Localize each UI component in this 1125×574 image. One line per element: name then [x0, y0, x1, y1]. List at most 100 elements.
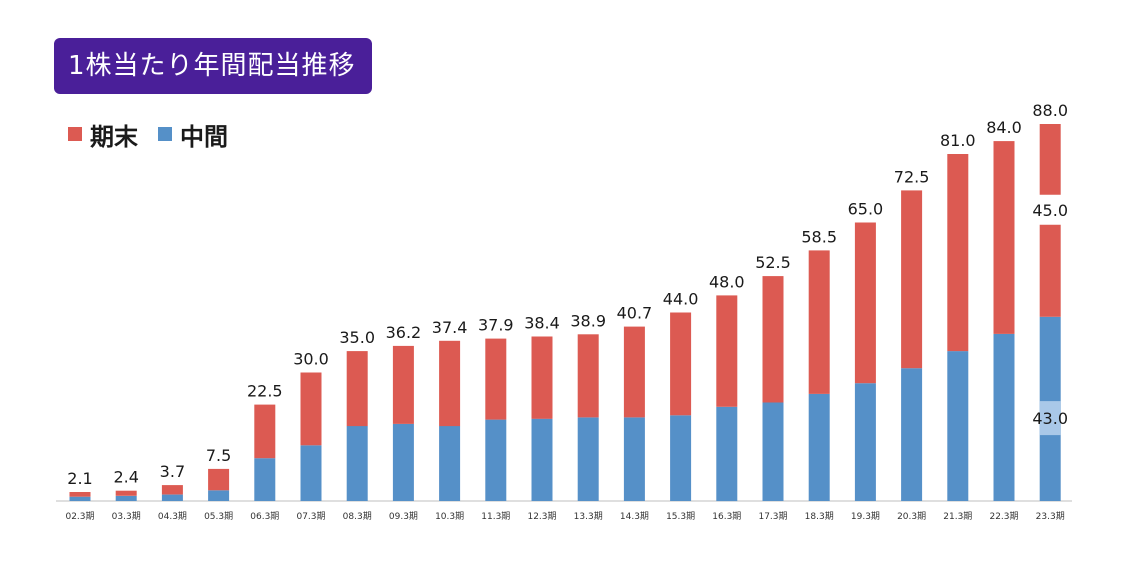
bar-segment-interim-2 [161, 494, 183, 501]
x-tick-label-10: 12.3期 [527, 511, 556, 522]
bar-segment-interim-8 [439, 426, 461, 501]
legend-label-interim: 中間 [180, 122, 228, 151]
total-label-0: 2.1 [67, 469, 92, 488]
bar-segment-interim-20 [993, 333, 1015, 501]
total-label-8: 37.4 [432, 318, 468, 337]
total-label-13: 44.0 [663, 290, 699, 309]
bar-segment-interim-7 [392, 423, 414, 501]
chart-title: 1株当たり年間配当推移 [54, 38, 372, 94]
x-tick-label-16: 18.3期 [805, 511, 834, 522]
x-tick-label-1: 03.3期 [112, 511, 141, 522]
x-tick-label-0: 02.3期 [65, 511, 94, 522]
bar-segment-period-end-16 [808, 250, 830, 394]
bar-segment-interim-19 [947, 351, 969, 501]
bar-segment-period-end-14 [716, 295, 738, 407]
legend-swatch-period-end [68, 127, 82, 141]
bar-segment-period-end-19 [947, 154, 969, 352]
total-label-7: 36.2 [386, 323, 422, 342]
x-tick-label-14: 16.3期 [712, 511, 741, 522]
x-tick-label-12: 14.3期 [620, 511, 649, 522]
bar-segment-period-end-12 [623, 326, 645, 418]
total-label-12: 40.7 [617, 304, 653, 323]
period-end-label-gap [1038, 194, 1062, 225]
bar-segment-period-end-13 [670, 312, 692, 416]
bar-segment-interim-0 [69, 496, 91, 501]
total-label-18: 72.5 [894, 167, 930, 186]
bar-segment-period-end-11 [577, 334, 599, 418]
bar-segment-period-end-6 [346, 351, 368, 427]
bar-segment-interim-12 [623, 417, 645, 501]
x-tick-label-20: 22.3期 [989, 511, 1018, 522]
total-label-5: 30.0 [293, 350, 329, 369]
x-tick-label-18: 20.3期 [897, 511, 926, 522]
x-tick-label-7: 09.3期 [389, 511, 418, 522]
bar-segment-period-end-3 [208, 468, 230, 491]
bar-segment-period-end-1 [115, 490, 137, 496]
x-tick-label-9: 11.3期 [481, 511, 510, 522]
legend-swatch-interim [158, 127, 172, 141]
total-label-4: 22.5 [247, 382, 283, 401]
bar-segment-period-end-18 [901, 190, 923, 369]
legend: 期末 中間 [68, 116, 248, 152]
bar-segment-interim-5 [300, 445, 322, 501]
legend-item-interim: 中間 [158, 117, 228, 152]
total-label-6: 35.0 [339, 328, 375, 347]
bar-segment-interim-14 [716, 406, 738, 502]
x-tick-label-17: 19.3期 [851, 511, 880, 522]
x-tick-label-8: 10.3期 [435, 511, 464, 522]
bar-segment-interim-3 [208, 490, 230, 501]
bar-segment-interim-4 [254, 458, 276, 501]
bar-segment-period-end-15 [762, 276, 784, 403]
total-label-2: 3.7 [160, 462, 185, 481]
total-label-10: 38.4 [524, 314, 560, 333]
last-bar-period-end-label: 45.0 [1032, 201, 1068, 220]
bar-segment-interim-13 [670, 415, 692, 501]
legend-item-period-end: 期末 [68, 117, 138, 152]
bar-segment-interim-18 [901, 368, 923, 501]
x-tick-label-19: 21.3期 [943, 511, 972, 522]
bar-segment-interim-11 [577, 417, 599, 501]
x-tick-label-15: 17.3期 [758, 511, 787, 522]
last-bar-interim-label: 43.0 [1032, 409, 1068, 428]
bar-segment-period-end-2 [161, 485, 183, 495]
bar-segment-interim-6 [346, 426, 368, 501]
x-tick-label-5: 07.3期 [296, 511, 325, 522]
bar-segment-period-end-20 [993, 141, 1015, 334]
bar-segment-interim-16 [808, 393, 830, 501]
bar-segment-period-end-7 [392, 345, 414, 424]
x-tick-label-21: 23.3期 [1036, 511, 1065, 522]
x-tick-label-13: 15.3期 [666, 511, 695, 522]
bar-segment-interim-9 [485, 419, 507, 501]
total-label-11: 38.9 [570, 311, 606, 330]
bar-segment-interim-17 [854, 383, 876, 501]
bar-segment-period-end-5 [300, 372, 322, 446]
bar-segment-period-end-4 [254, 404, 276, 459]
x-tick-label-4: 06.3期 [250, 511, 279, 522]
total-label-15: 52.5 [755, 253, 791, 272]
x-tick-label-11: 13.3期 [574, 511, 603, 522]
total-label-17: 65.0 [848, 200, 884, 219]
x-tick-label-3: 05.3期 [204, 511, 233, 522]
x-tick-label-2: 04.3期 [158, 511, 187, 522]
x-tick-label-6: 08.3期 [343, 511, 372, 522]
total-label-16: 58.5 [801, 227, 837, 246]
legend-label-period-end: 期末 [90, 122, 138, 151]
total-label-3: 7.5 [206, 446, 231, 465]
bar-segment-interim-1 [115, 495, 137, 501]
total-label-20: 84.0 [986, 118, 1022, 137]
total-label-9: 37.9 [478, 316, 514, 335]
total-label-14: 48.0 [709, 272, 745, 291]
total-label-19: 81.0 [940, 131, 976, 150]
total-label-21: 88.0 [1032, 101, 1068, 120]
bar-segment-period-end-8 [439, 340, 461, 427]
bar-segment-period-end-9 [485, 338, 507, 420]
bar-segment-period-end-0 [69, 492, 91, 497]
bar-segment-period-end-10 [531, 336, 553, 419]
bar-segment-period-end-17 [854, 222, 876, 384]
interim-label-highlight [1039, 401, 1061, 436]
bar-segment-interim-10 [531, 418, 553, 501]
bar-segment-interim-15 [762, 402, 784, 501]
total-label-1: 2.4 [113, 468, 138, 487]
